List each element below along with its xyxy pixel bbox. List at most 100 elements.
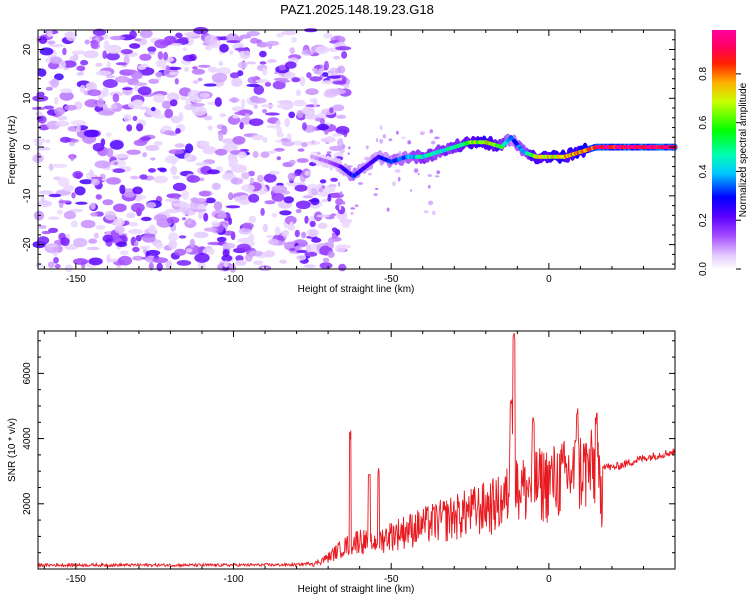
noise-blob [44, 244, 59, 248]
noise-blob [198, 191, 211, 197]
noise-blob [388, 138, 393, 142]
noise-blob [87, 89, 102, 97]
noise-blob [134, 85, 139, 92]
noise-blob [325, 136, 335, 142]
noise-blob [140, 136, 151, 142]
noise-blob [126, 124, 133, 132]
noise-blob [375, 137, 379, 143]
noise-blob [238, 151, 247, 159]
noise-blob [252, 151, 259, 158]
noise-blob [148, 168, 156, 173]
noise-blob [336, 114, 347, 119]
y-tick-label: 6000 [22, 362, 33, 385]
noise-blob [166, 66, 182, 71]
noise-blob [386, 207, 390, 212]
noise-blob [430, 140, 436, 145]
noise-blob [184, 152, 193, 162]
noise-blob [255, 79, 270, 84]
noise-blob [335, 46, 352, 51]
noise-blob [293, 101, 307, 107]
noise-blob [350, 207, 356, 210]
noise-blob [322, 72, 329, 77]
noise-blob [185, 248, 193, 253]
noise-blob [205, 45, 213, 51]
noise-blob [51, 163, 68, 168]
noise-blob [41, 230, 52, 235]
noise-blob [216, 236, 227, 243]
noise-blob [374, 187, 379, 190]
noise-blob [50, 78, 59, 88]
noise-blob [296, 109, 304, 119]
noise-blob [47, 261, 55, 269]
noise-blob [198, 64, 211, 68]
noise-blob [76, 124, 81, 133]
noise-blob [318, 201, 323, 207]
noise-blob [392, 181, 396, 187]
noise-blob [116, 241, 128, 248]
noise-blob [175, 32, 183, 39]
noise-blob [396, 130, 399, 135]
noise-blob [128, 222, 139, 227]
noise-blob [134, 99, 144, 108]
noise-blob [187, 89, 202, 100]
noise-blob [281, 141, 295, 147]
noise-blob [284, 215, 297, 225]
noise-blob [46, 28, 53, 38]
noise-blob [95, 70, 112, 76]
noise-blob [211, 72, 228, 83]
noise-blob [253, 260, 264, 266]
noise-blob [123, 114, 132, 122]
noise-blob [281, 30, 297, 36]
noise-blob [420, 132, 424, 135]
noise-blob [335, 198, 344, 206]
noise-blob [308, 161, 317, 167]
noise-blob [268, 43, 273, 50]
noise-blob [192, 80, 199, 84]
noise-blob [97, 98, 104, 108]
noise-blob [71, 50, 87, 55]
noise-blob [53, 97, 59, 105]
noise-blob [222, 138, 236, 144]
noise-blob [234, 47, 250, 51]
noise-blob [321, 108, 336, 115]
noise-blob [413, 168, 419, 174]
noise-blob [251, 134, 264, 141]
noise-blob [206, 169, 220, 175]
noise-blob [90, 178, 100, 186]
noise-blob [139, 106, 151, 110]
noise-blob [55, 120, 70, 127]
noise-blob [248, 118, 264, 126]
noise-blob [90, 39, 99, 49]
noise-blob [131, 202, 145, 213]
noise-blob [131, 71, 143, 80]
noise-blob [95, 194, 103, 200]
spectrogram-frame [37, 29, 676, 270]
noise-blob [154, 39, 169, 49]
noise-blob [428, 184, 431, 189]
x-tick-label: -100 [224, 274, 244, 285]
noise-blob [150, 106, 156, 112]
noise-blob [72, 171, 84, 179]
x-tick-label: -50 [384, 574, 399, 585]
noise-blob [368, 172, 372, 176]
noise-blob [303, 264, 316, 268]
noise-blob [347, 152, 351, 155]
noise-blob [205, 197, 216, 204]
noise-blob [382, 134, 387, 139]
noise-blob [338, 263, 347, 272]
noise-blob [335, 204, 340, 211]
noise-blob [80, 219, 96, 229]
noise-blob [139, 29, 153, 39]
noise-blob [136, 123, 144, 132]
noise-blob [167, 208, 176, 213]
noise-blob [106, 52, 120, 61]
noise-blob [324, 60, 329, 71]
noise-blob [114, 76, 130, 83]
noise-blob [401, 136, 406, 139]
noise-blob [194, 252, 210, 263]
noise-blob [132, 255, 144, 261]
noise-blob [397, 176, 401, 182]
noise-blob [219, 43, 229, 53]
